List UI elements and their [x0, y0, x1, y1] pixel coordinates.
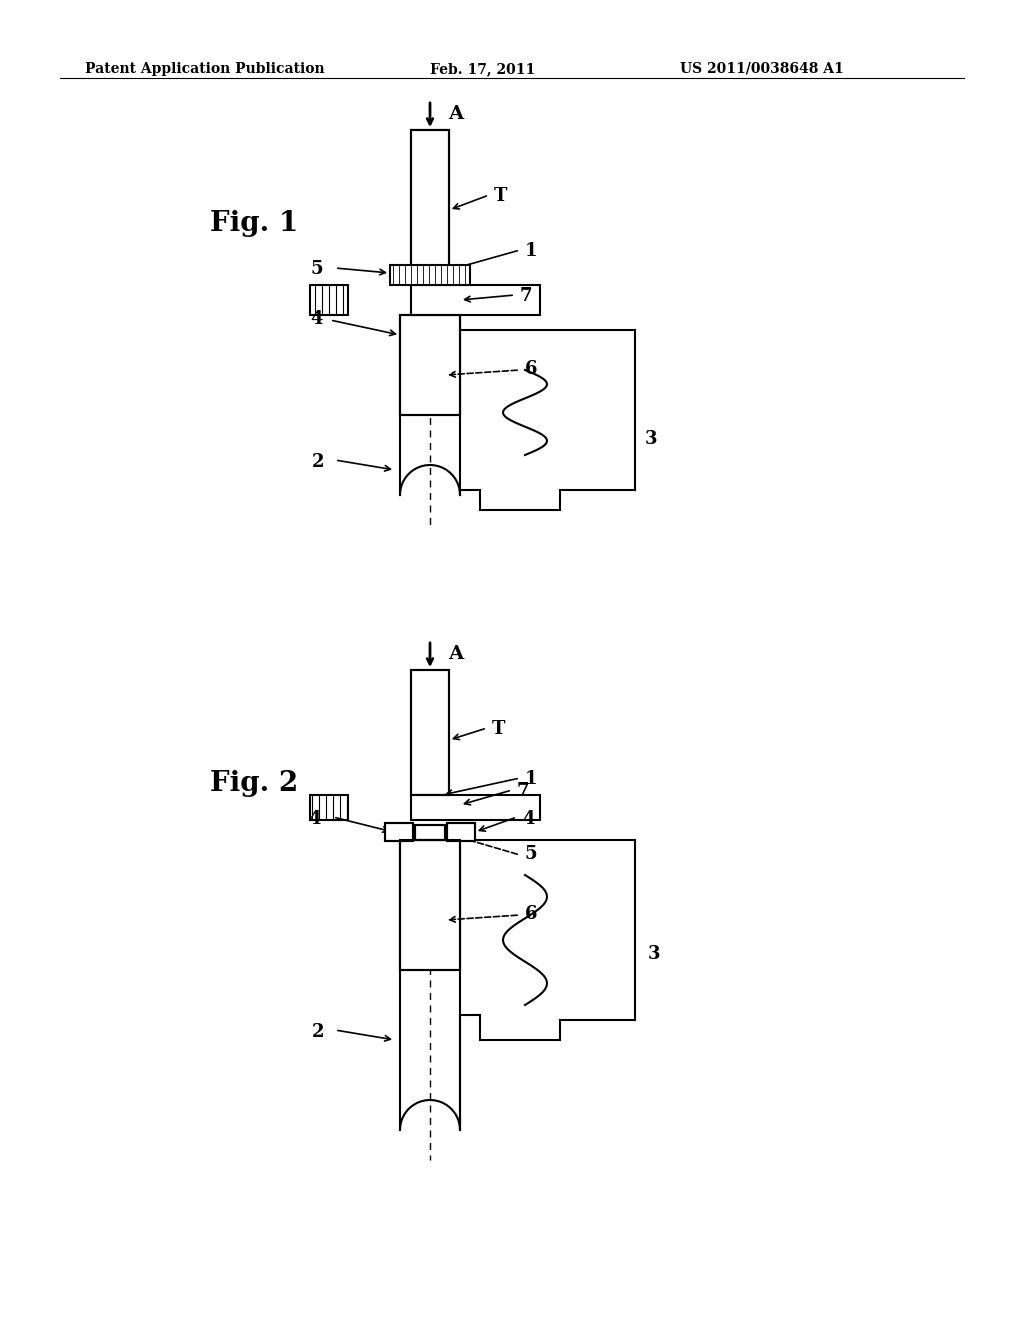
Bar [411, 129, 449, 271]
Text: T: T [494, 187, 507, 205]
Text: 3: 3 [648, 945, 660, 964]
Text: Fig. 2: Fig. 2 [210, 770, 298, 797]
Bar [385, 822, 413, 841]
Text: 6: 6 [525, 360, 538, 378]
Bar [415, 825, 445, 840]
Bar [447, 822, 475, 841]
Bar [411, 671, 449, 795]
Bar [400, 840, 460, 970]
Bar [400, 315, 460, 414]
Bar [400, 315, 460, 414]
Text: Fig. 1: Fig. 1 [210, 210, 298, 238]
Text: 3: 3 [645, 430, 657, 447]
Text: A: A [449, 645, 463, 663]
Bar [415, 825, 445, 840]
Bar [411, 671, 449, 795]
Bar [390, 265, 470, 285]
Bar [411, 795, 540, 820]
Text: 7: 7 [517, 781, 529, 800]
Text: 2: 2 [312, 1023, 325, 1041]
Bar [447, 822, 475, 841]
Bar [385, 822, 413, 841]
Text: 1: 1 [525, 242, 538, 260]
Text: A: A [449, 106, 463, 123]
Text: 4: 4 [522, 810, 535, 828]
Text: 4: 4 [310, 310, 323, 327]
Text: 5: 5 [310, 260, 323, 279]
Bar [310, 795, 348, 820]
Bar [411, 129, 449, 271]
Bar [411, 285, 540, 315]
Text: 2: 2 [312, 453, 325, 471]
Text: Patent Application Publication: Patent Application Publication [85, 62, 325, 77]
Bar [310, 285, 348, 315]
Text: 4: 4 [308, 810, 321, 828]
Bar [411, 129, 449, 271]
Text: US 2011/0038648 A1: US 2011/0038648 A1 [680, 62, 844, 77]
Text: 5: 5 [525, 845, 538, 863]
Text: 6: 6 [525, 906, 538, 923]
Text: T: T [492, 719, 506, 738]
Text: 1: 1 [525, 770, 538, 788]
Text: Feb. 17, 2011: Feb. 17, 2011 [430, 62, 536, 77]
Bar [400, 840, 460, 970]
Text: 7: 7 [520, 286, 532, 305]
